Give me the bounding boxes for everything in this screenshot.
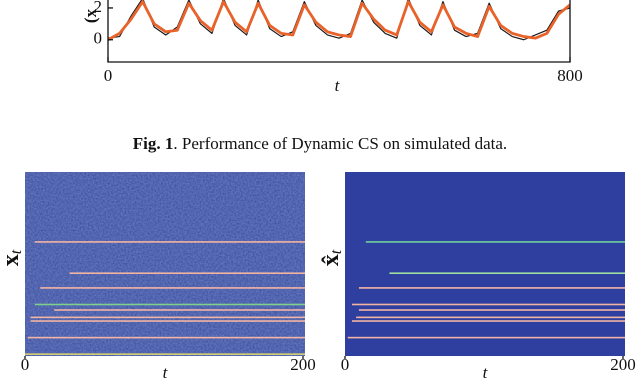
support-row [358,309,625,311]
x-axis-label: t [335,76,341,95]
axes [107,0,571,63]
x-axis-label: t [483,363,489,382]
support-row [351,320,625,322]
x-tick-label: 0 [104,66,113,85]
x-tick-label: 200 [290,355,316,374]
plot-area [108,0,570,41]
support-row [34,303,305,306]
support-row [30,316,306,319]
support-row [358,287,625,289]
caption-label: Fig. 1 [133,134,174,153]
heatmap-background [345,172,625,356]
x-tick-label: 200 [610,355,636,374]
support-row [40,287,305,289]
support-row [365,241,625,243]
heatmap-background [25,172,305,356]
support-row [351,303,625,306]
support-row [30,320,306,322]
support-row [347,336,625,339]
y-axis-label: xt [0,249,25,266]
y-axis-label: (x [81,8,100,23]
support-row [69,272,305,274]
y-tick-label: 2 [94,0,103,16]
x-tick-label: 0 [21,355,30,374]
caption: Fig. 1. Performance of Dynamic CS on sim… [133,134,507,153]
caption-text: . Performance of Dynamic CS on simulated… [173,134,507,153]
support-row [389,272,625,274]
y-tick-label: 0 [94,29,103,48]
y-label-main: x̂ [318,254,344,266]
series-line [108,0,570,41]
y-label-sub: t [328,249,345,254]
y-axis-label: x̂t [318,249,345,266]
x-axis-label: t [163,363,169,382]
y-label-sub: t [8,249,25,254]
support-row [27,336,306,339]
y-label-main: x [0,254,24,266]
x-tick-label: 0 [341,355,350,374]
support-row [356,316,625,319]
support-row [34,241,305,243]
support-row [54,309,305,311]
x-tick-label: 800 [557,66,583,85]
support-row [25,353,305,355]
